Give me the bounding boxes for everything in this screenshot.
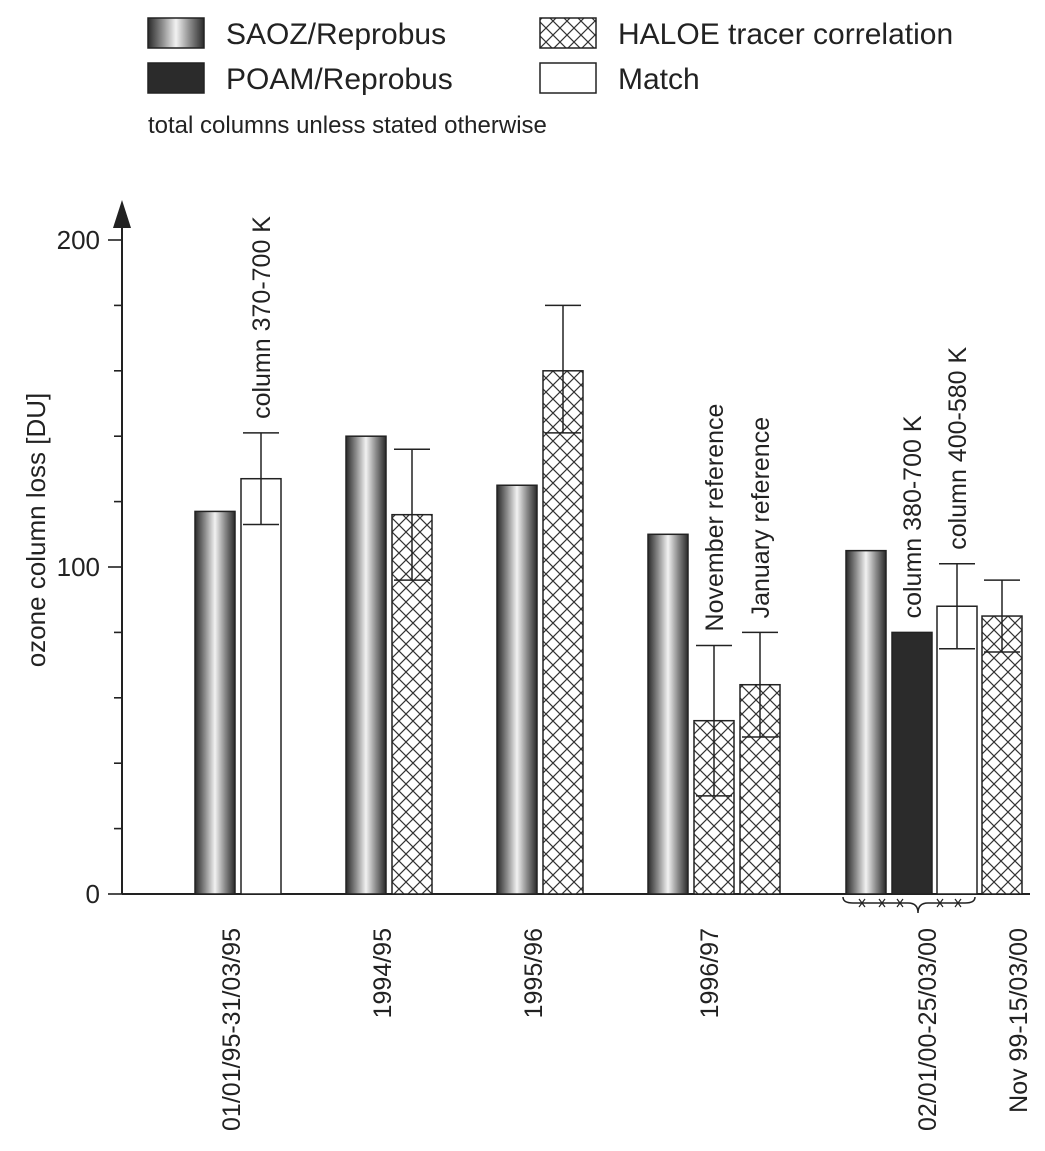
x-tick-label: Nov 99-15/03/00 (1005, 928, 1033, 1113)
y-tick-label: 200 (57, 225, 100, 255)
bar-haloe (542, 370, 584, 895)
y-tick-label: 0 (86, 879, 100, 909)
axes: 0 100 200 ozone column loss [DU] (21, 200, 1030, 909)
bar-match (240, 477, 282, 895)
x-tick-label: 02/01/00-25/03/00 (914, 928, 942, 1131)
legend-swatch-match (539, 62, 597, 94)
bar-saoz (845, 549, 887, 895)
bar-annotation: January reference (747, 417, 775, 619)
bar-annotation: column 380-700 K (899, 415, 927, 618)
x-tick-label: 01/01/95-31/03/95 (218, 928, 246, 1131)
y-tick-label: 100 (57, 552, 100, 582)
chart-note: total columns unless stated otherwise (148, 112, 547, 139)
brace-mark (896, 898, 904, 908)
x-labels: 01/01/95-31/03/95 1994/95 1995/96 1996/97 02… (218, 896, 1033, 1131)
bar-annotation: November reference (701, 404, 729, 632)
bar-saoz (647, 533, 689, 895)
bar-match (936, 605, 978, 895)
legend-swatch-haloe (539, 17, 597, 49)
x-tick-label: 1996/97 (696, 928, 724, 1018)
legend: SAOZ/Reprobus HALOE tracer correlation POA… (147, 17, 953, 96)
brace-mark (858, 898, 866, 908)
bar-haloe (981, 615, 1023, 895)
bar-annotation: column 370-700 K (248, 216, 276, 419)
x-tick-label: 1994/95 (369, 928, 397, 1018)
bar-saoz (496, 484, 538, 895)
y-axis-label: ozone column loss [DU] (21, 393, 51, 668)
y-axis-arrow (113, 200, 131, 228)
bar-saoz (345, 435, 387, 895)
brace-mark (878, 898, 886, 908)
bars: column 370-700 K November reference Januar… (194, 216, 1023, 895)
legend-label-match: Match (618, 63, 700, 96)
legend-swatch-saoz (147, 17, 205, 49)
bar-poam (891, 631, 933, 895)
legend-swatch-poam (147, 62, 205, 94)
legend-label-saoz: SAOZ/Reprobus (226, 18, 446, 51)
x-tick-label: 1995/96 (520, 928, 548, 1018)
bar-annotation: column 400-580 K (944, 346, 972, 549)
legend-label-haloe: HALOE tracer correlation (618, 18, 953, 51)
bar-saoz (194, 510, 236, 895)
brace-mark (936, 898, 944, 908)
brace-mark (954, 898, 962, 908)
legend-label-poam: POAM/Reprobus (226, 63, 453, 96)
group-brace (842, 896, 976, 914)
